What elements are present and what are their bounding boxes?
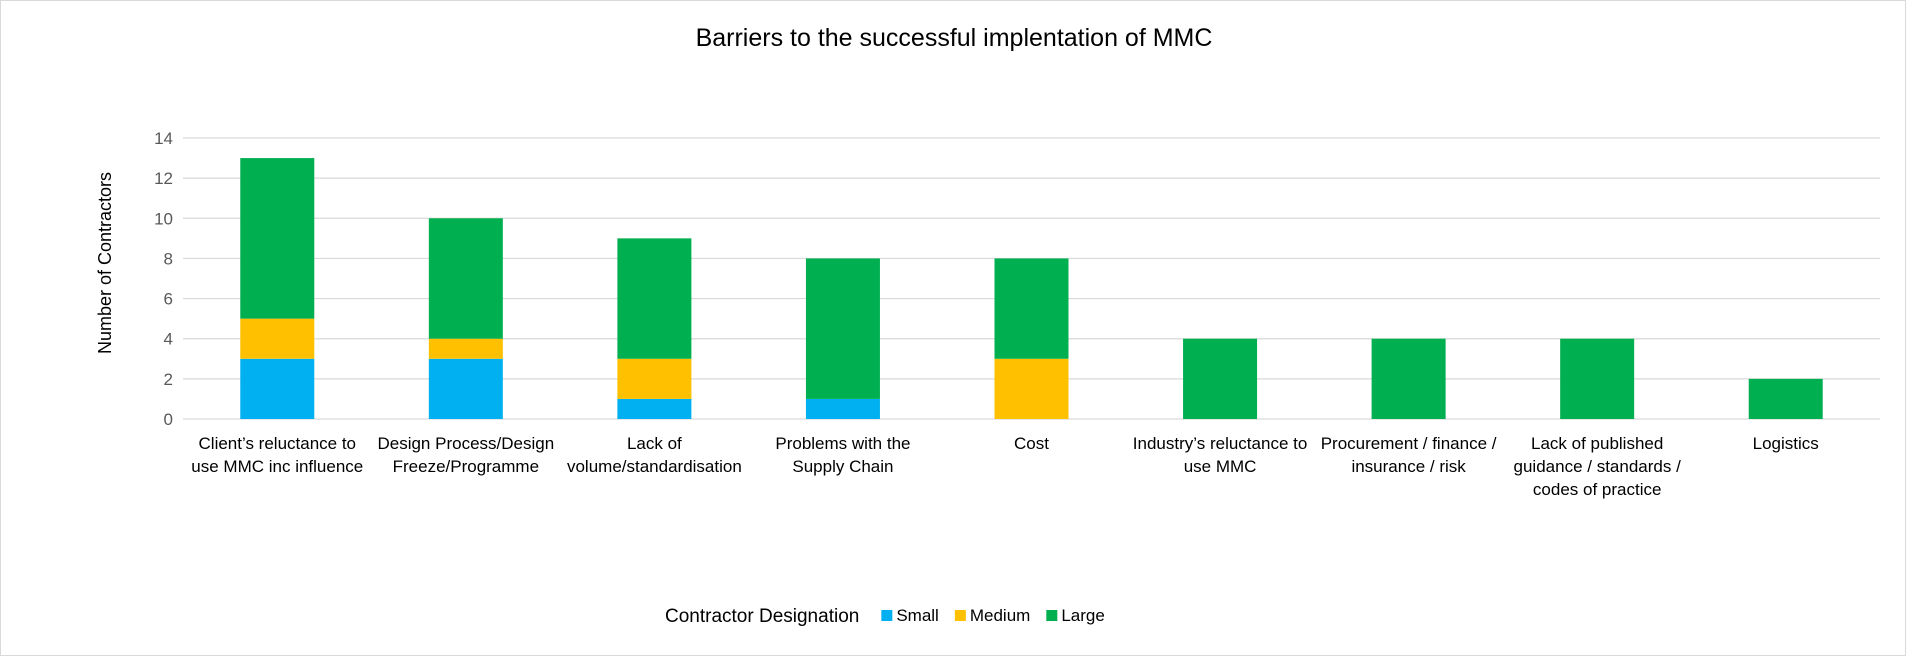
x-tick-label: volume/standardisation (567, 457, 742, 476)
legend-title: Contractor Designation (665, 606, 859, 627)
y-tick-label: 14 (154, 129, 173, 148)
y-tick-label: 10 (154, 209, 173, 228)
y-axis-title: Number of Contractors (95, 172, 115, 354)
bar-segment-large (1371, 338, 1446, 419)
bar-segment-small (428, 358, 503, 419)
legend-label-medium: Medium (970, 606, 1030, 625)
x-tick-label: Supply Chain (792, 457, 893, 476)
y-tick-label: 4 (164, 330, 173, 349)
legend-label-large: Large (1061, 606, 1104, 625)
x-tick-label: Design Process/Design (377, 434, 554, 453)
bar-segment-medium (240, 318, 315, 359)
y-tick-label: 12 (154, 169, 173, 188)
y-axis-ticks: 0 2 4 6 8 10 12 14 (154, 129, 173, 429)
bar-segment-large (240, 158, 315, 319)
legend-swatch-medium (954, 610, 966, 621)
bar-segment-large (1183, 338, 1258, 419)
x-tick-label: Industry’s reluctance to (1133, 434, 1308, 453)
bar-segment-medium (617, 358, 692, 399)
bar-segment-large (428, 218, 503, 339)
y-tick-label: 2 (164, 370, 173, 389)
bar-segment-small (805, 398, 880, 419)
x-tick-label: Client’s reluctance to (199, 434, 357, 453)
y-tick-label: 0 (164, 410, 173, 429)
bar-segment-large (805, 258, 880, 399)
legend-label-small: Small (896, 606, 939, 625)
bar-segment-large (994, 258, 1069, 359)
bar-segment-large (1748, 378, 1823, 419)
y-tick-label: 6 (164, 290, 173, 309)
bar-segment-small (240, 358, 315, 419)
legend-swatch-large (1046, 610, 1058, 621)
bar-segment-small (617, 398, 692, 419)
x-tick-label: codes of practice (1533, 480, 1662, 499)
x-axis-labels: Client’s reluctance to use MMC inc influe… (191, 434, 1818, 499)
bar-segment-medium (994, 358, 1069, 419)
y-tick-label: 8 (164, 249, 173, 268)
bar-segment-large (1560, 338, 1635, 419)
chart-title: Barriers to the successful implentation … (696, 24, 1213, 52)
x-tick-label: Lack of (627, 434, 682, 453)
x-tick-label: Freeze/Programme (393, 457, 539, 476)
x-tick-label: guidance / standards / (1514, 457, 1682, 476)
x-tick-label: Logistics (1753, 434, 1819, 453)
legend: Contractor Designation Small Medium Large (665, 606, 1105, 627)
bar-segment-large (617, 238, 692, 359)
x-tick-label: use MMC (1184, 457, 1257, 476)
x-tick-label: Lack of published (1531, 434, 1663, 453)
bar-segment-medium (428, 338, 503, 359)
x-tick-label: insurance / risk (1351, 457, 1466, 476)
x-tick-label: use MMC inc influence (191, 457, 363, 476)
x-tick-label: Problems with the (775, 434, 910, 453)
x-tick-label: Procurement / finance / (1321, 434, 1497, 453)
legend-swatch-small (881, 610, 893, 621)
x-tick-label: Cost (1014, 434, 1049, 453)
bars (240, 158, 1823, 419)
